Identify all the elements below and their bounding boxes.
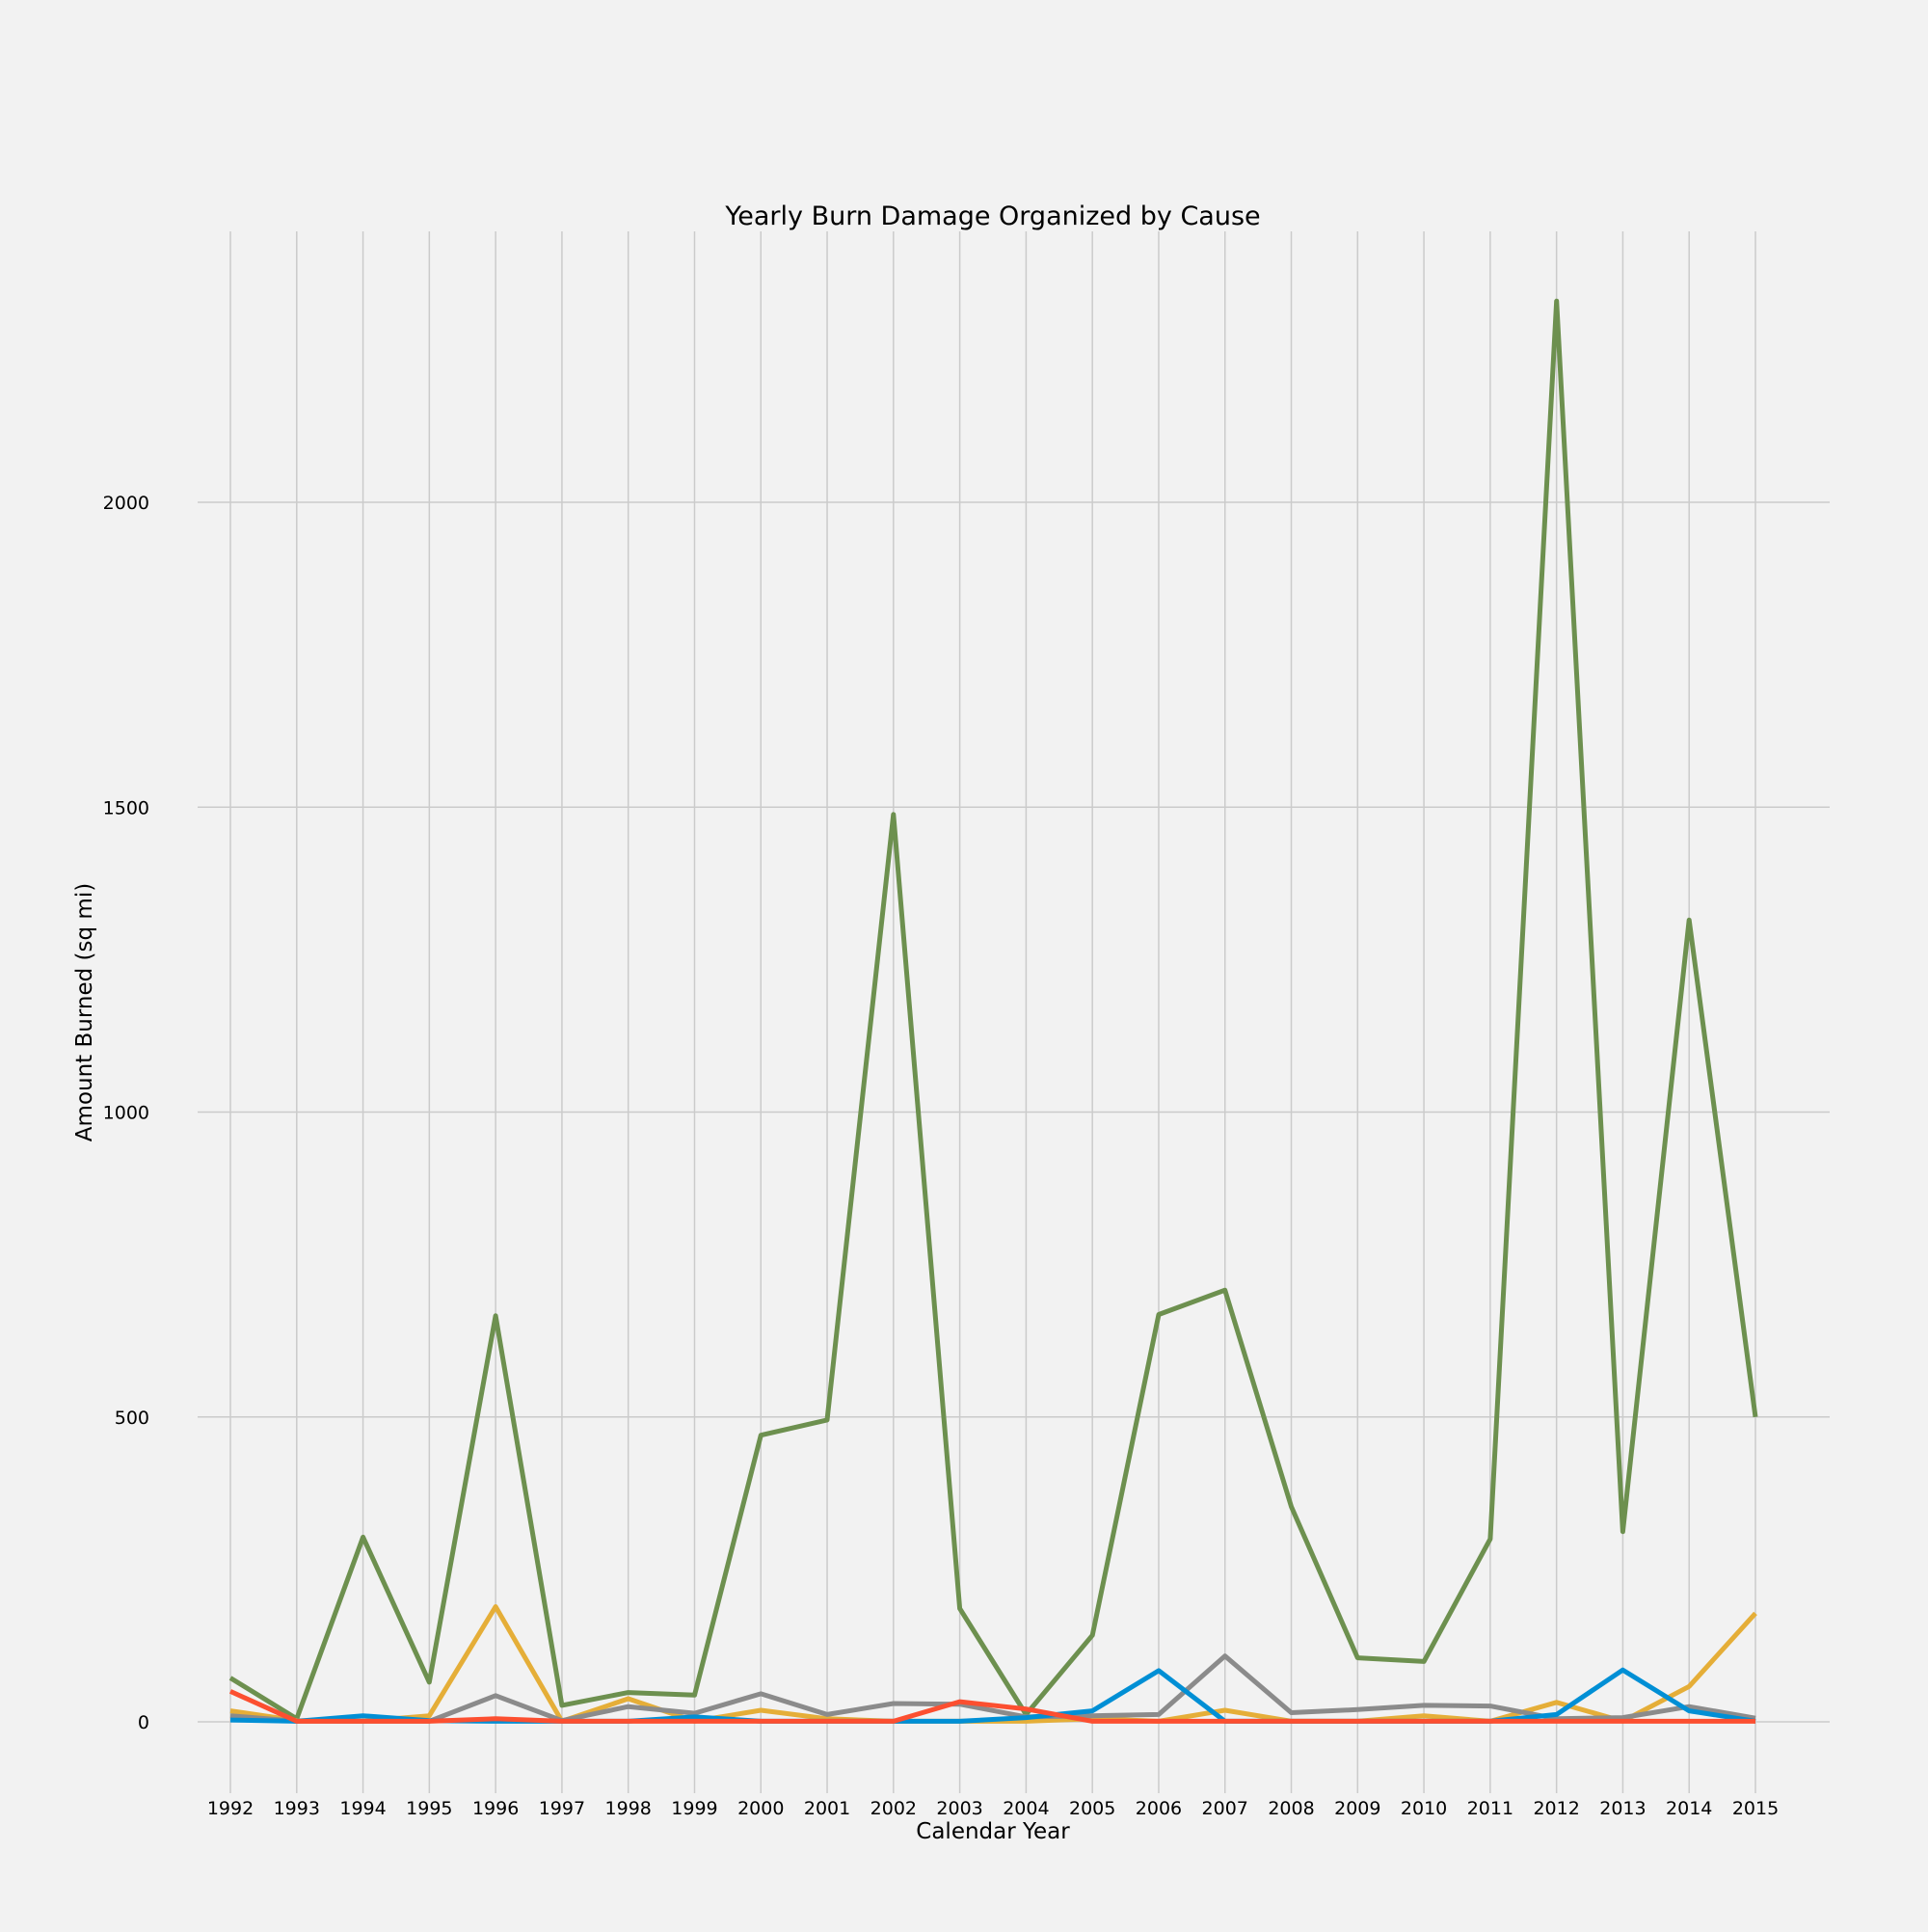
x-tick-label: 1994 <box>339 1798 386 1819</box>
x-tick-label: 2010 <box>1401 1798 1447 1819</box>
x-tick-label: 2002 <box>870 1798 917 1819</box>
x-tick-label: 2005 <box>1069 1798 1115 1819</box>
x-tick-label: 2006 <box>1136 1798 1182 1819</box>
x-axis-label: Calendar Year <box>916 1819 1070 1844</box>
y-axis-label: Amount Burned (sq mi) <box>72 883 97 1141</box>
x-tick-label: 2009 <box>1334 1798 1380 1819</box>
x-tick-label: 1998 <box>605 1798 652 1819</box>
y-tick-label: 1000 <box>103 1103 149 1124</box>
y-tick-label: 1500 <box>103 797 149 818</box>
x-tick-label: 2013 <box>1599 1798 1646 1819</box>
x-tick-label: 1997 <box>539 1798 585 1819</box>
x-tick-label: 1996 <box>472 1798 519 1819</box>
chart-title: Yearly Burn Damage Organized by Cause <box>724 201 1260 231</box>
x-tick-label: 2015 <box>1732 1798 1779 1819</box>
x-tick-label: 1992 <box>207 1798 254 1819</box>
x-tick-label: 2003 <box>936 1798 982 1819</box>
x-tick-label: 2001 <box>804 1798 850 1819</box>
x-tick-label: 2008 <box>1268 1798 1314 1819</box>
series-line-5 <box>228 1689 1755 1724</box>
x-tick-label: 2000 <box>737 1798 784 1819</box>
x-tick-label: 1995 <box>406 1798 452 1819</box>
x-tick-label: 2004 <box>1003 1798 1049 1819</box>
y-tick-label: 2000 <box>103 493 149 514</box>
x-tick-label: 1999 <box>671 1798 717 1819</box>
x-tick-label: 2011 <box>1467 1798 1513 1819</box>
series-line-1 <box>228 298 1758 1722</box>
y-tick-label: 0 <box>138 1712 149 1733</box>
x-tick-label: 2007 <box>1202 1798 1248 1819</box>
x-tick-label: 1993 <box>274 1798 320 1819</box>
series-line-3 <box>229 1653 1756 1724</box>
x-tick-label: 2014 <box>1666 1798 1712 1819</box>
y-tick-label: 500 <box>115 1408 149 1429</box>
x-tick-label: 2012 <box>1533 1798 1579 1819</box>
